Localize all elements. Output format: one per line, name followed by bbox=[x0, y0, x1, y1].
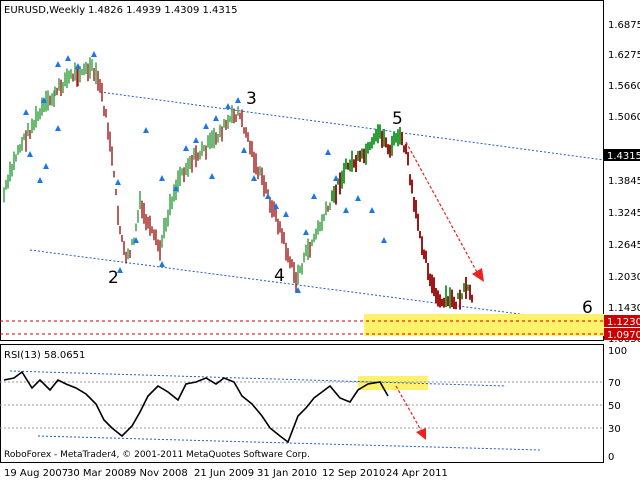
price-tick: 1.3845 bbox=[608, 176, 640, 187]
forecast-line bbox=[405, 141, 479, 275]
fractal-arrow bbox=[209, 173, 215, 179]
price-axis: 1.6875 1.6275 1.5660 1.5060 1.3845 1.324… bbox=[608, 20, 640, 345]
wave-label-3: 3 bbox=[246, 89, 257, 109]
fractal-arrow bbox=[303, 229, 309, 235]
rsi-line bbox=[3, 370, 389, 444]
level-label-2: 1.0970 bbox=[607, 330, 640, 341]
fractal-arrow bbox=[283, 211, 289, 217]
rsi-frame bbox=[0, 344, 604, 463]
rsi-highlight bbox=[358, 376, 428, 390]
target-zone-highlight bbox=[364, 314, 604, 336]
fractal-arrow bbox=[213, 115, 219, 121]
fractal-arrow bbox=[273, 203, 279, 209]
rsi-tick: 30 bbox=[608, 424, 621, 435]
fractal-arrow bbox=[65, 55, 71, 61]
time-axis: 19 Aug 2007 30 Mar 2008 9 Nov 2008 21 Ju… bbox=[4, 468, 448, 479]
fractal-arrow bbox=[295, 287, 301, 293]
rsi-tick: 50 bbox=[608, 401, 621, 412]
fractal-arrow bbox=[159, 175, 165, 181]
fractal-arrow bbox=[325, 149, 331, 155]
wave-label-2: 2 bbox=[108, 268, 119, 288]
rsi-upper-trendline bbox=[9, 370, 507, 387]
rsi-forecast-arrowhead bbox=[416, 428, 426, 440]
price-tick: 1.1430 bbox=[608, 303, 640, 314]
symbol-timeframe-label: EURUSD,Weekly bbox=[4, 5, 85, 16]
fractal-arrow bbox=[37, 177, 43, 183]
level-badge-1 bbox=[604, 315, 640, 327]
main-chart-frame bbox=[0, 0, 604, 341]
fractal-arrow bbox=[41, 97, 47, 103]
fractal-arrow bbox=[75, 63, 81, 69]
fractal-arrow bbox=[251, 175, 257, 181]
rsi-tick: 0 bbox=[608, 452, 614, 463]
fractal-markers bbox=[23, 51, 387, 293]
fractal-arrow bbox=[343, 207, 349, 213]
fractal-arrow bbox=[55, 61, 61, 67]
price-tick: 1.2030 bbox=[608, 272, 640, 283]
upper-channel-line bbox=[99, 91, 605, 161]
wave-label-6: 6 bbox=[582, 298, 593, 318]
fractal-arrow bbox=[143, 127, 149, 133]
fractal-arrow bbox=[355, 195, 361, 201]
rsi-axis: 100 70 50 30 0 bbox=[608, 346, 627, 463]
price-tick: 1.5660 bbox=[608, 81, 640, 92]
ohlc-readout: 1.4826 1.4939 1.4309 1.4315 bbox=[88, 5, 238, 16]
fractal-arrow bbox=[183, 145, 189, 151]
fractal-arrow bbox=[241, 147, 247, 153]
time-tick: 24 Apr 2011 bbox=[386, 468, 448, 479]
fractal-arrow bbox=[369, 207, 375, 213]
level-badge-2 bbox=[604, 328, 640, 340]
fractal-arrow bbox=[203, 123, 209, 129]
price-tick: 1.6275 bbox=[608, 50, 640, 61]
price-tick: 1.2645 bbox=[608, 240, 640, 251]
fractal-arrow bbox=[381, 237, 387, 243]
time-tick: 30 Mar 2008 bbox=[67, 468, 130, 479]
wave-label-5: 5 bbox=[392, 109, 403, 129]
time-tick: 31 Jan 2010 bbox=[257, 468, 317, 479]
copyright-label: RoboForex - MetaTrader4, © 2001-2011 Met… bbox=[4, 450, 310, 460]
fractal-arrow bbox=[43, 163, 49, 169]
time-tick: 21 Jun 2009 bbox=[194, 468, 254, 479]
rsi-forecast-line bbox=[395, 385, 423, 433]
rsi-title: RSI(13) 58.0651 bbox=[4, 350, 85, 361]
fractal-arrow bbox=[117, 267, 123, 273]
fractal-arrow bbox=[27, 151, 33, 157]
wave-label-4: 4 bbox=[274, 266, 285, 286]
fractal-arrow bbox=[159, 261, 165, 267]
rsi-tick: 70 bbox=[608, 378, 621, 389]
fractal-arrow bbox=[225, 103, 231, 109]
fractal-arrow bbox=[173, 185, 179, 191]
price-tick: 1.5060 bbox=[608, 112, 640, 123]
fractal-arrow bbox=[333, 175, 339, 181]
fractal-arrow bbox=[23, 109, 29, 115]
current-price-label: 1.4315 bbox=[607, 151, 640, 162]
forecast-arrowhead bbox=[472, 268, 484, 282]
fractal-arrow bbox=[133, 237, 139, 243]
time-tick: 19 Aug 2007 bbox=[4, 468, 68, 479]
rsi-tick: 100 bbox=[608, 346, 627, 357]
price-bars bbox=[3, 57, 473, 310]
fractal-arrow bbox=[235, 97, 241, 103]
time-tick: 9 Nov 2008 bbox=[130, 468, 188, 479]
time-tick: 12 Sep 2010 bbox=[322, 468, 385, 479]
level-label-1: 1.1230 bbox=[607, 317, 640, 328]
fractal-arrow bbox=[193, 137, 199, 143]
price-tick: 1.6875 bbox=[608, 20, 640, 31]
current-price-badge bbox=[604, 149, 640, 161]
fractal-arrow bbox=[265, 193, 271, 199]
fractal-arrow bbox=[91, 51, 97, 57]
fractal-arrow bbox=[115, 179, 121, 185]
fractal-arrow bbox=[55, 125, 61, 131]
price-tick: 1.3245 bbox=[608, 208, 640, 219]
fractal-arrow bbox=[311, 193, 317, 199]
